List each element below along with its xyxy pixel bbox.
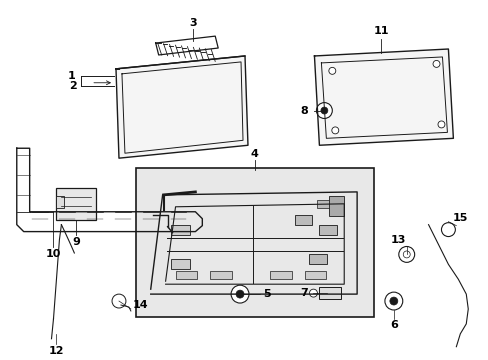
Circle shape bbox=[236, 290, 244, 298]
Circle shape bbox=[441, 223, 454, 237]
Circle shape bbox=[112, 294, 126, 308]
Polygon shape bbox=[155, 36, 218, 55]
Circle shape bbox=[328, 67, 335, 74]
Polygon shape bbox=[116, 56, 247, 158]
Bar bbox=[317, 200, 328, 208]
Text: 13: 13 bbox=[390, 234, 406, 244]
Bar bbox=[269, 271, 291, 279]
Text: 2: 2 bbox=[69, 81, 77, 91]
Text: 9: 9 bbox=[72, 237, 80, 247]
Bar bbox=[56, 188, 96, 220]
Circle shape bbox=[403, 251, 409, 258]
Text: 3: 3 bbox=[189, 18, 197, 28]
Bar bbox=[210, 271, 232, 279]
Polygon shape bbox=[314, 49, 452, 145]
Circle shape bbox=[398, 247, 414, 262]
Bar bbox=[304, 271, 325, 279]
Bar bbox=[170, 225, 190, 235]
Text: 5: 5 bbox=[263, 289, 270, 299]
Bar bbox=[319, 225, 337, 235]
Circle shape bbox=[231, 285, 248, 303]
Circle shape bbox=[331, 127, 338, 134]
Bar bbox=[328, 196, 344, 216]
Text: 10: 10 bbox=[46, 249, 61, 260]
Circle shape bbox=[384, 292, 402, 310]
Text: 4: 4 bbox=[250, 149, 258, 159]
Bar bbox=[170, 260, 190, 269]
Text: 14: 14 bbox=[133, 300, 148, 310]
Text: 6: 6 bbox=[389, 320, 397, 330]
Text: 1: 1 bbox=[67, 71, 75, 81]
Text: 15: 15 bbox=[452, 213, 467, 223]
Text: 7: 7 bbox=[300, 288, 308, 298]
Text: 8: 8 bbox=[300, 105, 308, 116]
Circle shape bbox=[389, 297, 397, 305]
Bar bbox=[319, 287, 341, 299]
Circle shape bbox=[320, 107, 327, 114]
Bar bbox=[294, 215, 312, 225]
Text: 11: 11 bbox=[372, 26, 388, 36]
Circle shape bbox=[432, 60, 439, 67]
Circle shape bbox=[309, 289, 317, 297]
Bar bbox=[309, 255, 326, 264]
Text: 12: 12 bbox=[49, 346, 64, 356]
Circle shape bbox=[316, 103, 332, 118]
Bar bbox=[175, 271, 197, 279]
Circle shape bbox=[437, 121, 444, 128]
Bar bbox=[56, 196, 64, 208]
Bar bbox=[136, 168, 373, 317]
